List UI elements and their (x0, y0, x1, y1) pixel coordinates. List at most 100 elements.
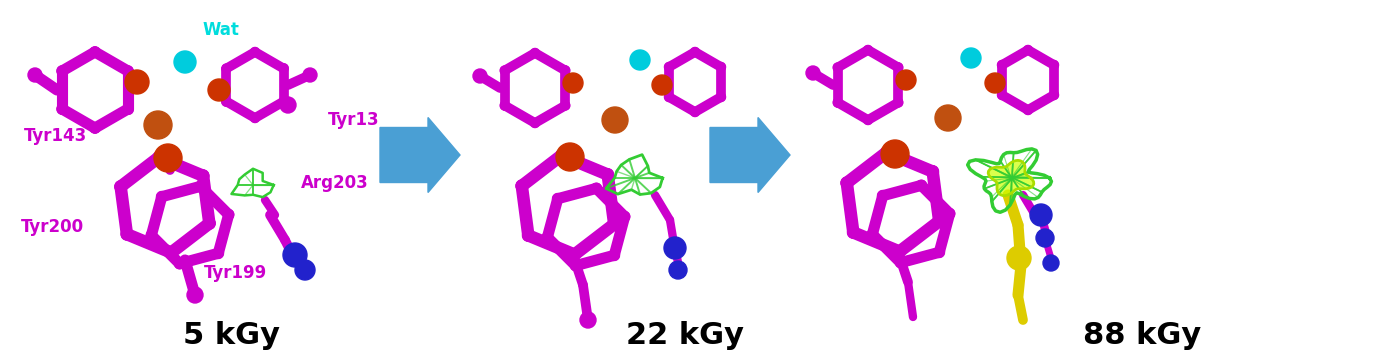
Circle shape (619, 212, 630, 222)
Circle shape (895, 257, 906, 268)
Circle shape (691, 48, 699, 57)
Circle shape (251, 48, 259, 57)
Circle shape (165, 247, 177, 258)
Circle shape (57, 66, 68, 76)
Circle shape (295, 260, 314, 280)
Circle shape (523, 229, 534, 241)
Circle shape (916, 180, 927, 190)
Circle shape (665, 92, 673, 102)
Circle shape (153, 151, 164, 163)
Circle shape (283, 243, 308, 267)
Text: 22 kGy: 22 kGy (626, 321, 745, 350)
Circle shape (561, 101, 570, 110)
Circle shape (561, 66, 570, 75)
Circle shape (961, 48, 980, 68)
Circle shape (945, 208, 954, 219)
Circle shape (501, 66, 509, 75)
Circle shape (610, 250, 619, 261)
Circle shape (175, 258, 185, 269)
Circle shape (556, 150, 567, 161)
Circle shape (204, 218, 215, 229)
Circle shape (881, 140, 909, 168)
Circle shape (222, 64, 230, 73)
Circle shape (1043, 255, 1059, 271)
Circle shape (222, 97, 230, 106)
Circle shape (90, 47, 101, 57)
Circle shape (669, 261, 687, 279)
Circle shape (603, 107, 627, 133)
Circle shape (279, 97, 288, 106)
Text: Arg203: Arg203 (301, 174, 368, 192)
Circle shape (196, 181, 205, 192)
Circle shape (553, 194, 563, 204)
Circle shape (894, 246, 906, 257)
Polygon shape (989, 160, 1034, 195)
Circle shape (1023, 106, 1033, 115)
Circle shape (197, 170, 210, 182)
Circle shape (174, 51, 196, 73)
Circle shape (571, 260, 581, 271)
Circle shape (934, 247, 945, 257)
Circle shape (1036, 229, 1054, 247)
Circle shape (531, 118, 539, 127)
Circle shape (691, 107, 699, 117)
Circle shape (934, 215, 945, 227)
Circle shape (143, 111, 172, 139)
Circle shape (303, 68, 317, 82)
Circle shape (867, 229, 877, 240)
Circle shape (833, 63, 843, 72)
Circle shape (717, 62, 725, 72)
Text: 88 kGy: 88 kGy (1083, 321, 1201, 350)
Circle shape (630, 50, 650, 70)
Circle shape (848, 227, 859, 238)
Circle shape (997, 91, 1007, 100)
Circle shape (997, 61, 1007, 69)
Circle shape (805, 66, 821, 80)
Circle shape (90, 123, 101, 133)
Circle shape (154, 144, 182, 172)
Circle shape (1023, 45, 1033, 54)
Text: Tyr143: Tyr143 (23, 127, 87, 145)
Circle shape (223, 209, 234, 220)
Circle shape (896, 70, 916, 90)
Circle shape (894, 63, 903, 72)
Circle shape (501, 101, 509, 110)
Circle shape (279, 64, 288, 73)
Circle shape (123, 66, 134, 76)
Circle shape (156, 192, 167, 202)
Circle shape (280, 97, 296, 113)
Circle shape (665, 237, 685, 259)
Circle shape (1049, 91, 1059, 100)
Circle shape (473, 69, 487, 83)
Circle shape (935, 105, 961, 131)
Circle shape (208, 79, 230, 101)
Text: Wat: Wat (203, 21, 240, 39)
Circle shape (877, 190, 888, 201)
Text: Tyr199: Tyr199 (204, 264, 268, 282)
Circle shape (531, 48, 539, 58)
Text: Tyr13: Tyr13 (328, 111, 379, 129)
Circle shape (188, 287, 203, 303)
Circle shape (717, 92, 725, 102)
Circle shape (1049, 61, 1059, 69)
Circle shape (568, 249, 581, 260)
Circle shape (894, 98, 903, 107)
Circle shape (841, 177, 852, 189)
Text: Tyr200: Tyr200 (21, 218, 84, 236)
Circle shape (833, 98, 843, 107)
Circle shape (1007, 246, 1031, 270)
Circle shape (125, 70, 149, 94)
Circle shape (542, 232, 553, 243)
Circle shape (881, 146, 892, 158)
Circle shape (28, 68, 41, 82)
Circle shape (665, 62, 673, 72)
Circle shape (563, 73, 583, 93)
Circle shape (251, 113, 259, 122)
Circle shape (57, 104, 68, 114)
Circle shape (121, 228, 132, 240)
Circle shape (114, 181, 127, 193)
Circle shape (516, 180, 528, 192)
Circle shape (608, 218, 621, 230)
Circle shape (214, 248, 223, 258)
Circle shape (985, 73, 1005, 93)
